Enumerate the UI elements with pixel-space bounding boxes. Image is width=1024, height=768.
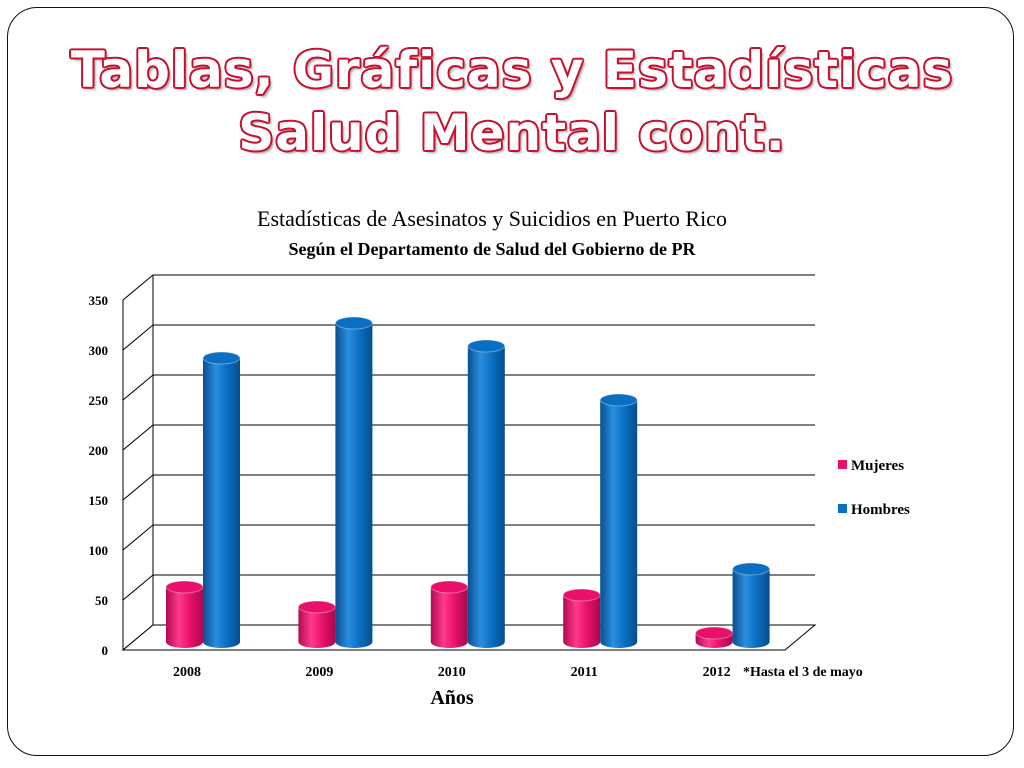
plot-area: 0 50 100 150 200 250 300 350 2008 2009 2010 2011 201…: [89, 274, 910, 680]
y-tick-label: 150: [89, 493, 109, 508]
gridline-depth: [122, 374, 154, 401]
bar-hombres-top: [334, 316, 373, 330]
legend-swatch: [838, 504, 847, 513]
bar-hombres: [732, 569, 770, 648]
chart-subtitle: Según el Departamento de Salud del Gobie…: [288, 239, 696, 259]
gridline-depth: [122, 324, 154, 351]
y-tick-label: 300: [89, 343, 109, 358]
x-tick-label: 2010: [438, 665, 466, 680]
legend-label: Mujeres: [851, 458, 904, 474]
bar-mujeres-top: [297, 600, 336, 614]
bar-hombres: [335, 323, 373, 648]
gridline-depth: [122, 524, 154, 551]
bar-mujeres-top: [695, 626, 734, 640]
x-tick-label: 2008: [173, 665, 201, 680]
bar-hombres: [600, 400, 638, 648]
bar-hombres-top: [599, 393, 638, 407]
x-tick-label: 2012: [703, 665, 731, 680]
x-tick-label: 2011: [571, 665, 598, 680]
y-tick-label: 0: [102, 643, 109, 658]
bar-mujeres: [166, 587, 203, 648]
bar-mujeres-top: [165, 580, 204, 594]
y-tick-label: 200: [89, 443, 109, 458]
x-axis-label: Años: [430, 687, 474, 709]
bar-mujeres-top: [430, 580, 469, 594]
bar-hombres: [203, 358, 240, 648]
slide-title-line-2: Salud Mental cont.: [238, 104, 786, 162]
bar-mujeres-top: [562, 588, 601, 602]
bar-mujeres: [430, 587, 468, 648]
chart-annotation: *Hasta el 3 de mayo: [743, 665, 863, 680]
x-tick-label: 2009: [305, 665, 333, 680]
bar-hombres-top: [467, 339, 506, 353]
bar-hombres: [467, 346, 505, 648]
bar-hombres-top: [202, 351, 241, 365]
y-tick-label: 350: [89, 293, 109, 308]
legend-swatch: [838, 460, 847, 469]
bar-hombres-top: [732, 562, 771, 576]
gridline-depth: [122, 474, 154, 501]
gridline-depth: [122, 274, 154, 301]
gridline-depth: [122, 574, 154, 601]
legend-label: Hombres: [851, 502, 910, 518]
y-tick-label: 250: [89, 393, 109, 408]
y-tick-label: 100: [89, 543, 109, 558]
gridline-depth: [122, 424, 154, 451]
bar-mujeres: [298, 607, 336, 648]
bar-mujeres: [563, 595, 601, 648]
chart-title: Estadísticas de Asesinatos y Suicidios e…: [257, 206, 727, 231]
slide-title-line-1: Tablas, Gráficas y Estadísticas: [70, 41, 954, 99]
y-tick-label: 50: [95, 593, 108, 608]
